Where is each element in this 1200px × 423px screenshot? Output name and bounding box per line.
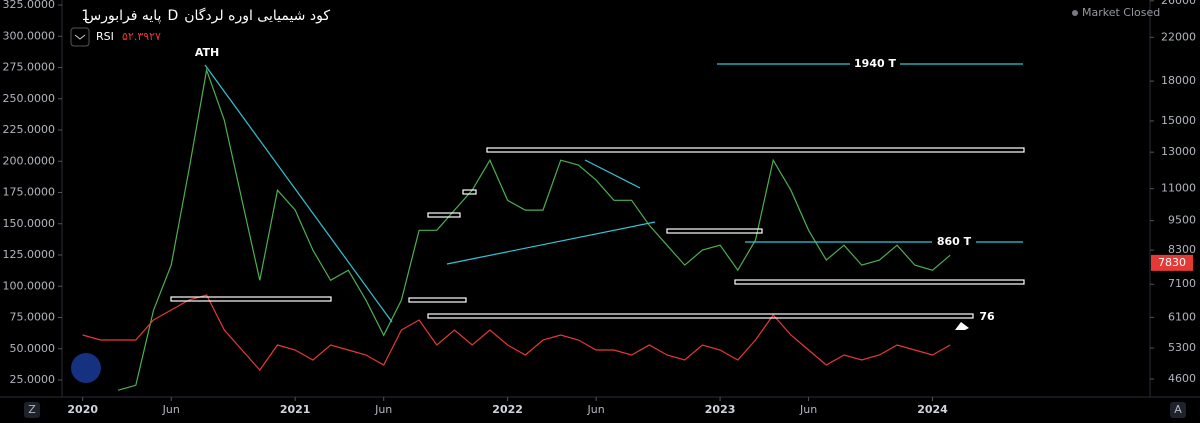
- indicator-value: ۵۲.۳۹۲۷: [122, 30, 161, 43]
- status: Market Closed: [1082, 6, 1160, 19]
- drawings: [204, 63, 1023, 323]
- y2-tick-label: 22000: [1161, 30, 1196, 43]
- button[interactable]: [1170, 402, 1186, 418]
- box: [408, 297, 467, 303]
- x-tick-label: 2022: [492, 403, 523, 416]
- trend-line: [204, 64, 393, 323]
- x-tick-label: 2024: [917, 403, 948, 416]
- box: [666, 228, 763, 234]
- x-tick-label: 2020: [67, 403, 98, 416]
- x-tick-label: Jun: [374, 403, 392, 416]
- button-label: Z: [28, 403, 36, 416]
- box: [170, 296, 332, 302]
- annotation: 76: [979, 310, 995, 323]
- x-tick-label: 2023: [705, 403, 736, 416]
- x-tick-label: Jun: [587, 403, 605, 416]
- trend-line: [446, 221, 656, 265]
- y2-tick-label: 7100: [1168, 277, 1196, 290]
- y2-tick-label: 5300: [1168, 341, 1196, 354]
- series-line: [117, 67, 951, 391]
- y-tick-label: 200.0000: [3, 154, 56, 167]
- chevron: [74, 34, 86, 40]
- y-tick-label: 75.0000: [10, 311, 56, 324]
- y-tick-label: 50.0000: [10, 342, 56, 355]
- annotation: 1940 T: [854, 57, 896, 70]
- y2-tick-label: 15000: [1161, 114, 1196, 127]
- collapse-button[interactable]: [70, 27, 90, 47]
- y2-tick-label: 6100: [1168, 310, 1196, 323]
- chart-title: پایه فرابورس1D کود شیمیایی اوره لردگان: [81, 7, 330, 24]
- x-tick-label: Jun: [162, 403, 180, 416]
- y-tick-label: 225.0000: [3, 123, 56, 136]
- annotation: ATH: [195, 46, 219, 59]
- title-part: پایه فرابورس: [84, 8, 161, 24]
- y2-tick-label: 8300: [1168, 243, 1196, 256]
- logo: [71, 353, 101, 383]
- title-part: کود شیمیایی اوره لردگان: [184, 7, 330, 24]
- indicator-name: RSI: [96, 30, 114, 43]
- y2-tick-label: 4600: [1168, 372, 1196, 385]
- y2-tick-label: 13000: [1161, 145, 1196, 158]
- last-price-box: [1151, 254, 1193, 271]
- boxes: [170, 147, 1025, 319]
- box: [427, 212, 461, 218]
- trend-line: [584, 159, 641, 189]
- button[interactable]: [24, 402, 40, 418]
- y-tick-label: 300.0000: [3, 29, 56, 42]
- y-tick-label: 325.0000: [3, 0, 56, 11]
- box: [427, 313, 974, 319]
- y-tick-label: 100.0000: [3, 279, 56, 292]
- button-label: A: [1174, 403, 1182, 416]
- annotation: 860 T: [937, 235, 972, 248]
- y-tick-label: 250.0000: [3, 92, 56, 105]
- plot-area: [82, 67, 951, 391]
- box: [486, 147, 1025, 153]
- y-tick-label: 150.0000: [3, 217, 56, 230]
- y-tick-label: 125.0000: [3, 248, 56, 261]
- y2-tick-label: 18000: [1161, 74, 1196, 87]
- y-tick-label: 175.0000: [3, 186, 56, 199]
- status-dot: [1072, 10, 1078, 16]
- series-line: [82, 294, 951, 371]
- x-tick-label: Jun: [799, 403, 817, 416]
- y2-tick-label: 26000: [1161, 0, 1196, 7]
- cursor-icon: [955, 322, 969, 330]
- y2-tick-label: 11000: [1161, 182, 1196, 195]
- y-tick-label: 25.0000: [10, 373, 56, 386]
- x-tick-label: 2021: [280, 403, 311, 416]
- y2-tick-label: 9500: [1168, 214, 1196, 227]
- last-price: 7830: [1158, 256, 1186, 269]
- box: [734, 279, 1025, 285]
- box: [462, 189, 477, 195]
- y-tick-label: 275.0000: [3, 61, 56, 74]
